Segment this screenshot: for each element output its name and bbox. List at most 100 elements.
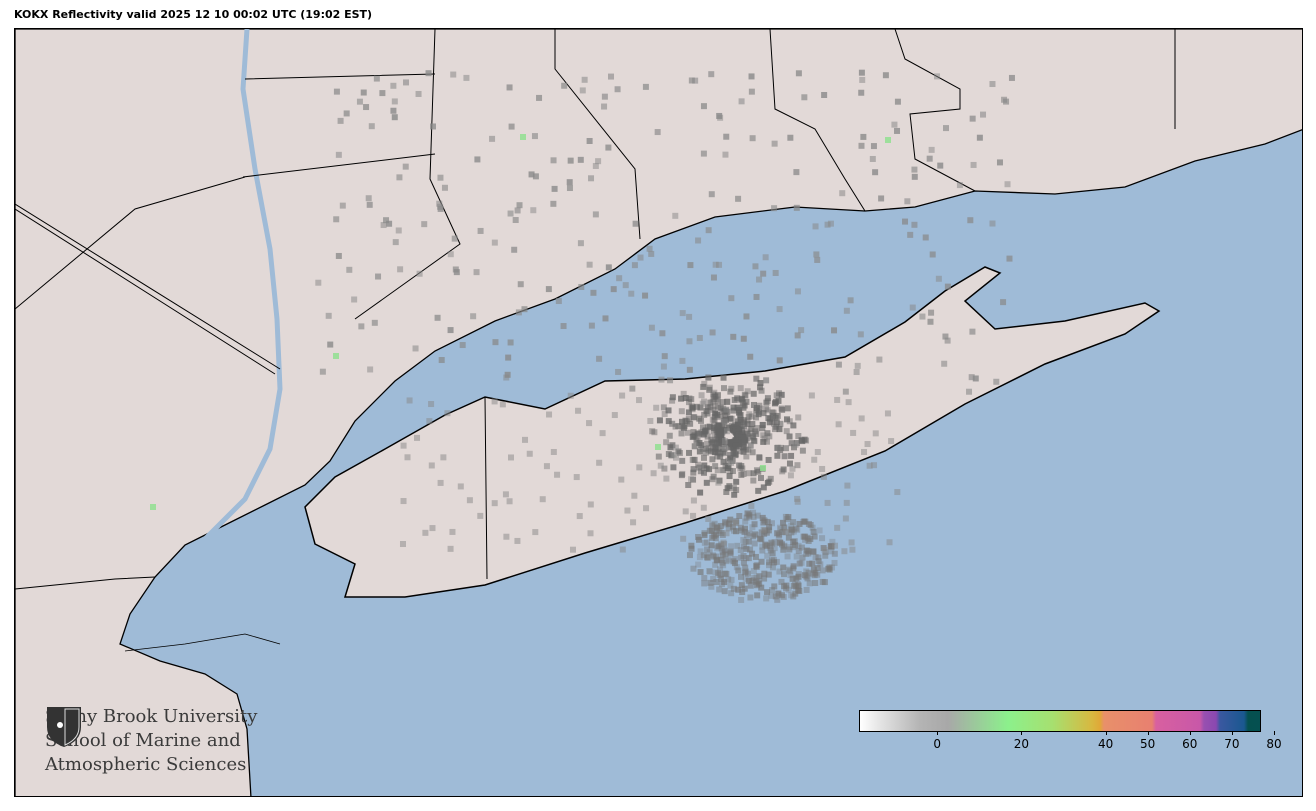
echo-pixel: [904, 198, 911, 205]
echo-pixel: [691, 432, 698, 439]
echo-pixel: [678, 472, 685, 479]
echo-pixel: [692, 77, 699, 84]
echo-pixel: [792, 542, 799, 549]
echo-pixel: [717, 566, 724, 573]
echo-pixel: [751, 540, 758, 547]
echo-pixel: [695, 237, 702, 244]
echo-pixel: [858, 69, 865, 76]
echo-pixel: [712, 569, 719, 576]
echo-pixel: [390, 107, 397, 114]
echo-pixel: [885, 137, 891, 143]
echo-pixel: [723, 406, 730, 413]
echo-pixel: [728, 385, 735, 392]
echo-pixel: [794, 462, 801, 469]
echo-pixel: [150, 504, 156, 510]
echo-pixel: [690, 429, 697, 436]
echo-pixel: [691, 456, 698, 463]
echo-pixel: [753, 582, 760, 589]
echo-pixel: [795, 573, 802, 580]
echo-pixel: [911, 221, 918, 228]
echo-pixel: [696, 448, 703, 455]
echo-pixel: [440, 454, 447, 461]
echo-pixel: [764, 552, 771, 559]
echo-pixel: [716, 527, 723, 534]
echo-pixel: [742, 518, 749, 525]
echo-pixel: [740, 440, 747, 447]
echo-pixel: [399, 541, 406, 548]
echo-pixel: [718, 575, 725, 582]
echo-pixel: [748, 73, 755, 80]
echo-pixel: [577, 240, 584, 247]
colorbar-tick: [1274, 731, 1275, 735]
echo-pixel: [747, 582, 754, 589]
echo-pixel: [697, 548, 704, 555]
echo-pixel: [592, 211, 599, 218]
echo-pixel: [741, 391, 748, 398]
echo-pixel: [928, 309, 935, 316]
echo-pixel: [579, 87, 586, 94]
echo-pixel: [499, 401, 506, 408]
echo-pixel: [566, 179, 573, 186]
echo-pixel: [678, 395, 685, 402]
echo-pixel: [730, 333, 737, 340]
echo-pixel: [766, 419, 773, 426]
echo-pixel: [771, 205, 778, 212]
echo-pixel: [839, 190, 846, 197]
echo-pixel: [723, 413, 730, 420]
echo-pixel: [655, 453, 662, 460]
echo-pixel: [708, 542, 715, 549]
echo-pixel: [371, 319, 378, 326]
echo-pixel: [514, 207, 521, 214]
echo-pixel: [751, 574, 758, 581]
colorbar-tick-label: 70: [1224, 737, 1240, 751]
echo-pixel: [785, 586, 792, 593]
echo-pixel: [643, 505, 650, 512]
echo-pixel: [457, 483, 464, 490]
echo-pixel: [776, 426, 783, 433]
echo-pixel: [520, 134, 526, 140]
echo-pixel: [750, 477, 757, 484]
echo-pixel: [720, 458, 727, 465]
radar-map[interactable]: Stony Brook University School of Marine …: [14, 28, 1303, 797]
echo-pixel: [723, 489, 730, 496]
echo-pixel: [760, 270, 767, 277]
echo-pixel: [714, 423, 721, 430]
echo-pixel: [989, 81, 996, 88]
echo-pixel: [756, 402, 763, 409]
echo-pixel: [1000, 299, 1007, 306]
echo-pixel: [821, 579, 828, 586]
echo-pixel: [508, 454, 515, 461]
echo-pixel: [550, 200, 557, 207]
echo-pixel: [611, 412, 618, 419]
echo-pixel: [727, 452, 734, 459]
echo-pixel: [730, 558, 737, 565]
echo-pixel: [759, 421, 766, 428]
echo-pixel: [784, 405, 791, 412]
echo-pixel: [737, 573, 744, 580]
echo-pixel: [742, 525, 749, 532]
echo-pixel: [685, 416, 692, 423]
echo-pixel: [700, 454, 707, 461]
echo-pixel: [517, 281, 524, 288]
echo-pixel: [665, 418, 672, 425]
echo-pixel: [878, 195, 885, 202]
echo-pixel: [760, 465, 766, 471]
echo-pixel: [821, 546, 828, 553]
echo-pixel: [721, 547, 728, 554]
echo-pixel: [699, 445, 706, 452]
echo-pixel: [661, 465, 668, 472]
echo-pixel: [714, 545, 721, 552]
echo-pixel: [765, 562, 772, 569]
echo-pixel: [763, 405, 770, 412]
logo-line-3: Atmospheric Sciences: [45, 754, 247, 775]
echo-pixel: [346, 266, 353, 273]
echo-pixel: [400, 442, 407, 449]
echo-pixel: [996, 159, 1003, 166]
echo-pixel: [400, 498, 407, 505]
echo-pixel: [438, 357, 445, 364]
colorbar-tick-label: 40: [1097, 737, 1114, 751]
echo-pixel: [969, 115, 976, 122]
echo-pixel: [512, 217, 519, 224]
echo-pixel: [794, 498, 801, 505]
echo-pixel: [616, 275, 623, 282]
